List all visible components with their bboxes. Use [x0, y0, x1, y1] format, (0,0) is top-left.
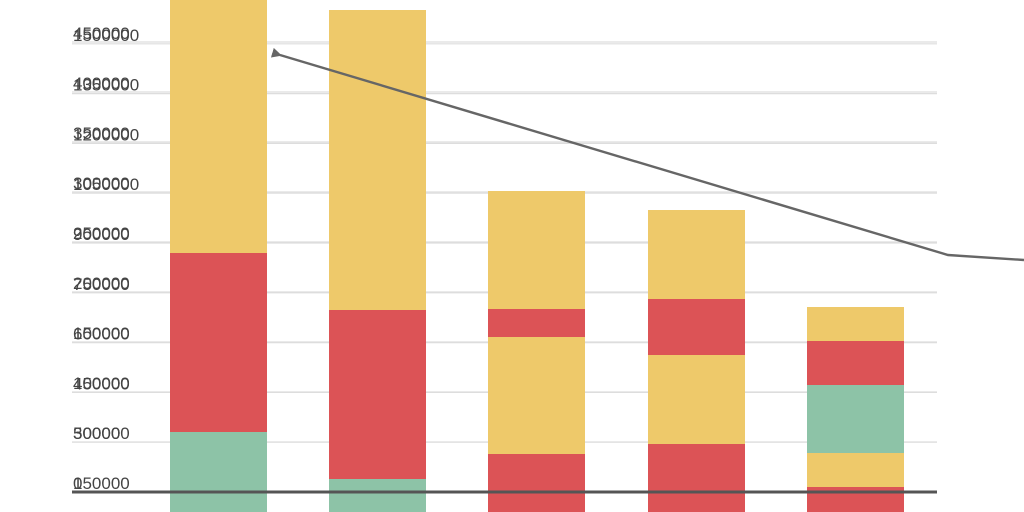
y-tick-label: 300000	[73, 174, 130, 193]
y-tick-label: 150000	[73, 474, 130, 493]
y-tick-label: 150000	[73, 324, 130, 343]
bar-segment-yellow	[488, 191, 585, 309]
bar-stack	[648, 210, 745, 512]
bar-segment-yellow	[648, 210, 745, 299]
y-tick-label: 750000	[73, 275, 130, 294]
bar-segment-yellow	[807, 307, 904, 341]
bar-segment-red	[488, 309, 585, 337]
y-tick-label: 100000	[73, 374, 130, 393]
bar-segment-red	[807, 341, 904, 385]
bars	[170, 0, 904, 512]
bar-segment-red	[488, 492, 585, 512]
y-tick-label: 350000	[73, 124, 130, 143]
bar-stack	[329, 10, 426, 512]
y-tick-label: 1050000	[73, 175, 139, 194]
bar-stack	[488, 191, 585, 512]
bar-segment-red	[329, 310, 426, 479]
y-axis-tick-labels: 0 50000 100000 150000 200000 250000 300000 3500…	[73, 24, 139, 493]
y-tick-label: 1350000	[73, 76, 139, 95]
bar-segment-red	[648, 444, 745, 492]
annotation-arrow	[270, 47, 1024, 262]
bar-stack	[170, 0, 267, 512]
bar-segment-red	[170, 253, 267, 432]
y-tick-label: 1200000	[73, 125, 139, 144]
y-tick-label: 1500000	[73, 26, 139, 45]
bar-segment-red	[488, 454, 585, 492]
bar-segment-red	[648, 492, 745, 512]
y-tick-label: 0	[73, 474, 82, 493]
bar-segment-red	[648, 299, 745, 355]
bar-segment-yellow	[807, 453, 904, 487]
bar-segment-yellow	[648, 355, 745, 444]
bar-segment-green	[170, 492, 267, 512]
y-tick-label: 250000	[73, 224, 130, 243]
bar-segment-green	[807, 385, 904, 453]
bar-segment-yellow	[329, 10, 426, 310]
y-tick-label: 300000	[73, 424, 130, 443]
bar-segment-red	[807, 487, 904, 492]
bar-segment-green	[329, 479, 426, 492]
y-tick-label: 400000	[73, 74, 130, 93]
y-tick-label: 900000	[73, 225, 130, 244]
y-tick-label: 50000	[73, 424, 120, 443]
bar-segment-yellow	[170, 0, 267, 253]
bar-stack	[807, 307, 904, 512]
bar-segment-yellow	[488, 337, 585, 454]
bar-segment-red	[807, 492, 904, 512]
bar-segment-green	[329, 492, 426, 512]
y-tick-label: 600000	[73, 325, 130, 344]
annotation	[270, 47, 1024, 262]
y-tick-label: 200000	[73, 274, 130, 293]
y-tick-label: 450000	[73, 374, 130, 393]
bar-segment-green	[170, 432, 267, 492]
y-tick-label: 450000	[73, 24, 130, 43]
